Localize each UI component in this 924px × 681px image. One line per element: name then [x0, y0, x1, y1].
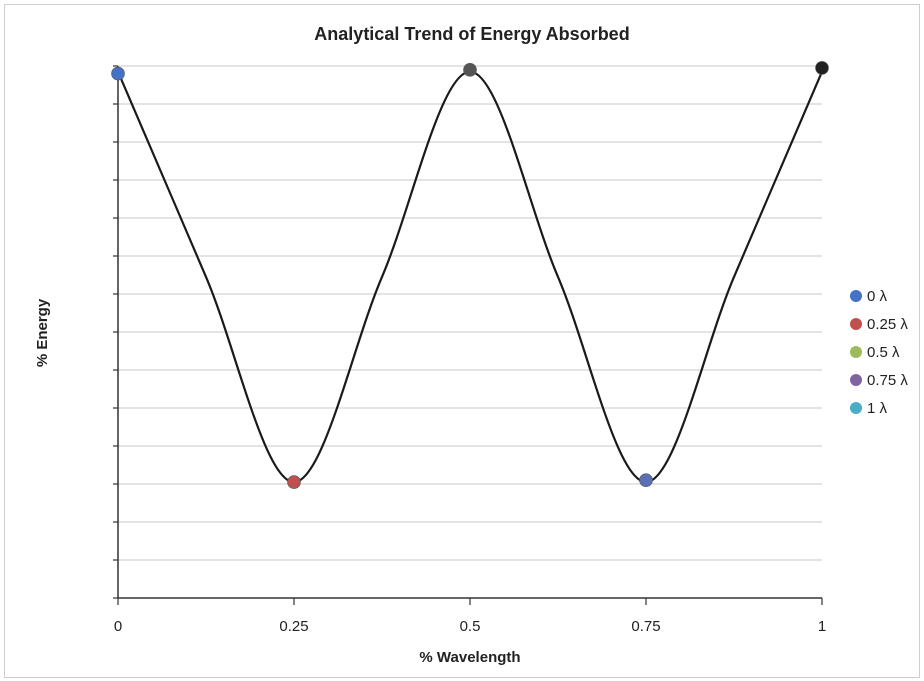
x-tick-label-0: 0 [114, 618, 122, 635]
legend-marker-2 [850, 346, 862, 358]
legend-marker-1 [850, 318, 862, 330]
chart-title: Analytical Trend of Energy Absorbed [314, 24, 629, 44]
data-point-4 [815, 61, 829, 75]
y-axis-label: % Energy [34, 298, 51, 367]
axis-layer: 0 0.25 0.5 0.75 1 [113, 65, 826, 635]
x-axis-label: % Wavelength [419, 649, 520, 666]
legend-label-0: 0 λ [867, 288, 888, 305]
point-layer [111, 61, 829, 489]
legend: 0 λ 0.25 λ 0.5 λ 0.75 λ 1 λ [850, 288, 908, 417]
legend-marker-0 [850, 290, 862, 302]
legend-label-1: 0.25 λ [867, 316, 908, 333]
legend-marker-4 [850, 402, 862, 414]
data-point-2 [463, 63, 477, 77]
legend-label-4: 1 λ [867, 400, 888, 417]
data-point-0 [111, 66, 125, 81]
x-tick-label-2: 0.5 [460, 618, 481, 635]
legend-label-3: 0.75 λ [867, 372, 908, 389]
x-tick-label-3: 0.75 [631, 618, 660, 635]
x-tick-label-1: 0.25 [279, 618, 308, 635]
data-point-1 [287, 475, 301, 489]
legend-label-2: 0.5 λ [867, 344, 900, 361]
data-point-3 [639, 473, 653, 488]
legend-marker-3 [850, 374, 862, 386]
x-tick-label-4: 1 [818, 618, 826, 635]
grid-layer [118, 65, 822, 561]
trend-curve [116, 70, 824, 484]
chart-frame [4, 4, 920, 678]
